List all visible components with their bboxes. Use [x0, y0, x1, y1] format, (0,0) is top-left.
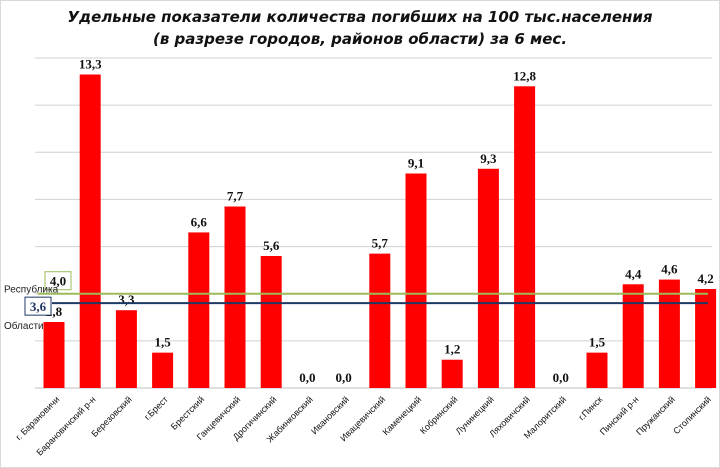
chart-subtitle: (в разрезе городов, районов области) за … — [152, 30, 568, 48]
bar — [260, 256, 282, 388]
data-label: 0,0 — [335, 370, 351, 385]
data-label: 4,4 — [625, 266, 642, 281]
reference-line-name: Республика — [4, 284, 59, 296]
category-label: г.Брест — [142, 394, 170, 422]
reference-value-box — [24, 296, 52, 316]
bar — [695, 289, 717, 388]
data-label: 1,2 — [444, 342, 460, 357]
reference-value-label: 4,0 — [50, 274, 66, 289]
category-label: Брестский — [169, 394, 206, 431]
bar — [441, 359, 463, 388]
bar — [43, 322, 65, 388]
bar — [586, 352, 608, 388]
data-label: 1,5 — [589, 335, 606, 350]
reference-line-name: Области — [4, 320, 44, 332]
data-label: 4,2 — [697, 271, 713, 286]
data-label: 13,3 — [79, 57, 102, 72]
bar — [115, 310, 137, 388]
bar — [224, 206, 246, 388]
category-label: Столинский — [671, 394, 713, 436]
category-label: г.Пинск — [576, 394, 604, 422]
chart-title-line1: Удельные показатели количества погибших … — [67, 8, 653, 26]
data-label: 7,7 — [227, 189, 244, 204]
data-label: 9,1 — [408, 156, 424, 171]
data-label: 4,6 — [661, 262, 678, 277]
bar — [79, 74, 101, 388]
data-label: 9,3 — [480, 151, 497, 166]
category-label: Пружанский — [634, 394, 677, 437]
data-label: 5,7 — [372, 236, 389, 251]
data-label: 12,8 — [513, 68, 536, 83]
category-label: Каменецкий — [381, 394, 424, 437]
bar — [477, 168, 499, 388]
data-label: 5,6 — [263, 238, 280, 253]
bar — [369, 253, 391, 388]
bar — [622, 284, 644, 388]
chart-title: Удельные показатели количества погибших … — [0, 6, 720, 50]
reference-value-box — [44, 271, 72, 291]
reference-value-label: 3,6 — [30, 299, 47, 314]
data-label: 0,0 — [553, 370, 569, 385]
bar — [405, 173, 427, 388]
bar — [188, 232, 210, 388]
data-label: 0,0 — [299, 370, 315, 385]
data-label: 6,6 — [191, 214, 208, 229]
bar — [514, 86, 536, 389]
bar — [658, 279, 680, 388]
bar — [152, 352, 174, 388]
data-label: 1,5 — [154, 335, 171, 350]
